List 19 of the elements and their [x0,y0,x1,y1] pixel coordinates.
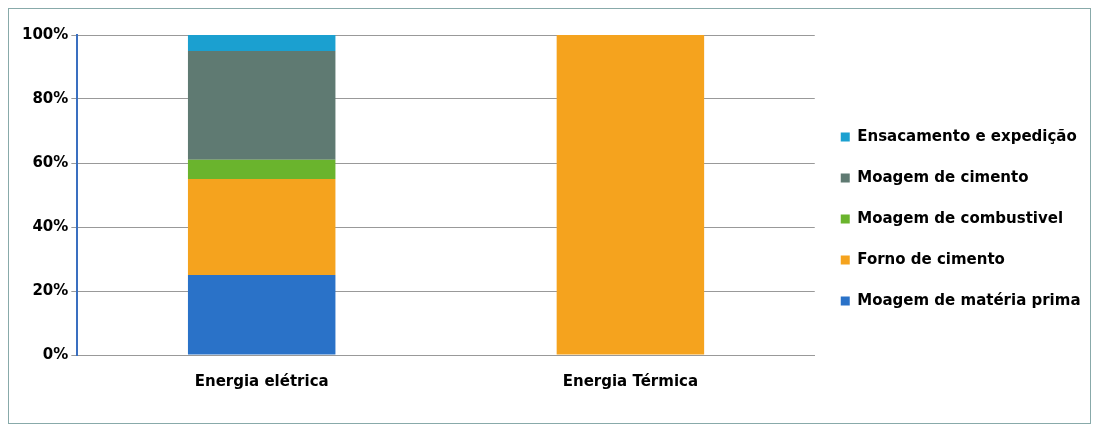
legend-label: Forno de cimento [857,249,1005,268]
y-tick-label: 80% [32,88,69,107]
y-tick-label: 60% [32,152,69,171]
bar [187,51,336,160]
x-tick-label: Energia Térmica [562,371,699,390]
y-tick-label: 20% [32,280,69,299]
y-tick-label: 0% [42,344,69,363]
bar [187,35,336,51]
bar [187,275,336,355]
bar [556,35,705,355]
legend-label: Moagem de combustivel [857,208,1064,227]
bar [187,179,336,275]
legend-label: Ensacamento e expedição [857,126,1077,145]
legend-label: Moagem de matéria prima [857,290,1081,309]
legend-label: Moagem de cimento [857,167,1029,186]
bar [187,159,336,179]
y-tick-label: 100% [22,24,69,43]
x-tick-label: Energia elétrica [194,371,329,390]
y-tick-label: 40% [32,216,69,235]
